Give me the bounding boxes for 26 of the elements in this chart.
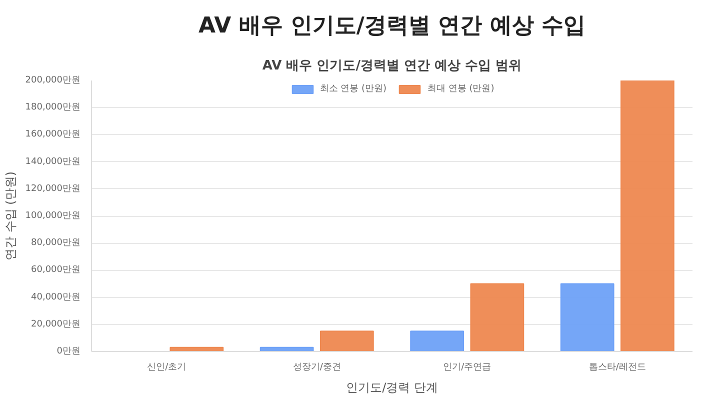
y-tick-label: 140,000만원: [25, 156, 80, 167]
y-tick-label: 60,000만원: [31, 265, 81, 276]
x-axis-title: 인기도/경력 단계: [346, 380, 438, 394]
bar: [470, 283, 524, 352]
bar: [320, 330, 374, 352]
y-tick-label: 0만원: [56, 346, 81, 356]
y-tick-label: 200,000만원: [25, 76, 80, 86]
y-tick-label: 20,000만원: [31, 319, 81, 330]
y-tick-label: 180,000만원: [25, 102, 80, 113]
chart-title: AV 배우 인기도/경력별 연간 예상 수입: [198, 14, 586, 38]
legend-label: 최대 연봉 (만원): [428, 83, 494, 95]
bar: [560, 283, 614, 352]
y-tick-label: 40,000만원: [31, 292, 81, 302]
x-tick-label: 신인/초기: [147, 362, 186, 372]
bar: [410, 330, 464, 352]
y-tick-label: 100,000만원: [25, 211, 80, 221]
bar: [620, 80, 674, 352]
x-tick-label: 성장기/중견: [292, 362, 341, 372]
legend-label: 최소 연봉 (만원): [320, 83, 386, 95]
x-tick-label: 톱스타/레전드: [588, 362, 646, 372]
y-tick-label: 120,000만원: [25, 184, 80, 194]
y-tick-label: 160,000만원: [25, 130, 80, 140]
y-tick-label: 80,000만원: [31, 238, 81, 248]
x-tick-label: 인기/주연급: [443, 362, 492, 372]
chart-subtitle: AV 배우 인기도/경력별 연간 예상 수입 범위: [262, 58, 522, 74]
y-axis-title: 연간 수입 (만원): [3, 171, 18, 260]
